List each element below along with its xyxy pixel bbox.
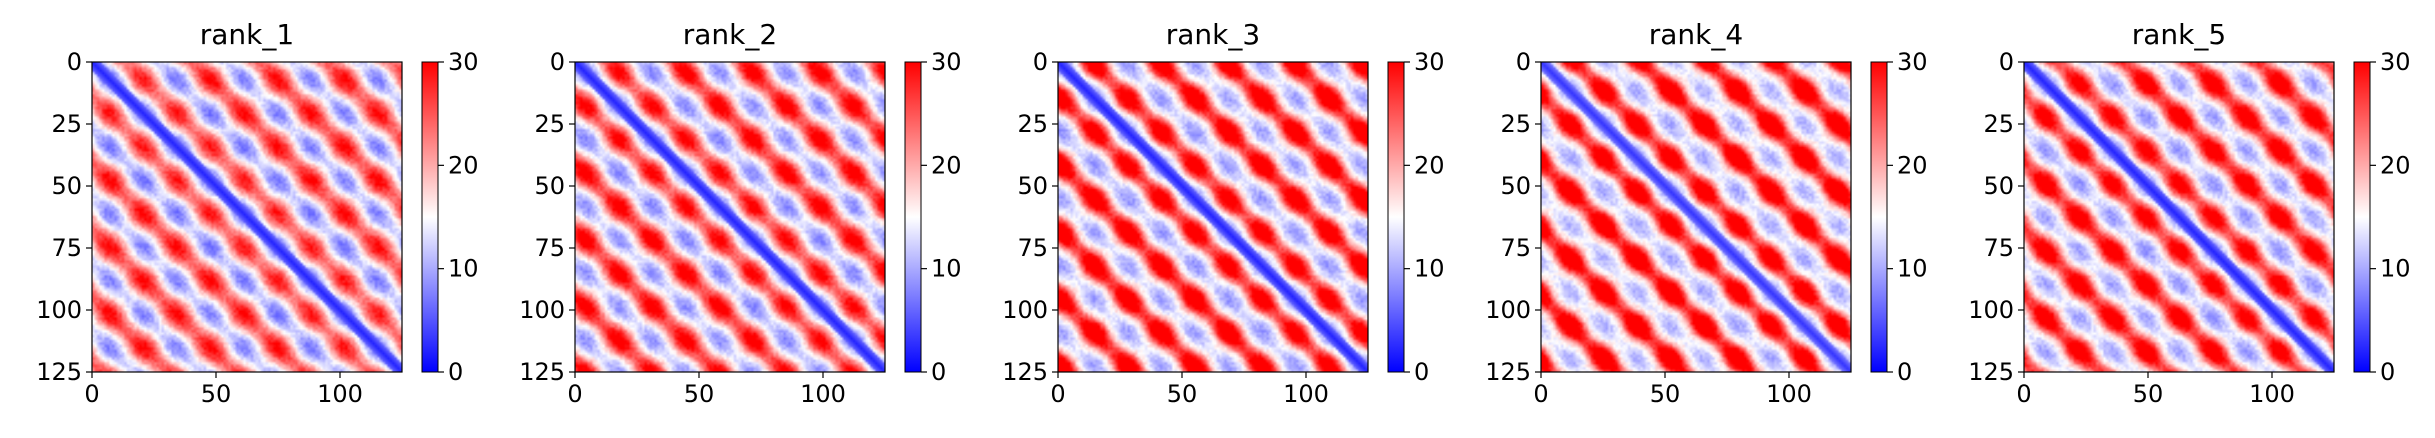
y-tick-label: 75 (1500, 234, 1531, 262)
panel-title: rank_1 (200, 18, 294, 51)
y-tick-label: 0 (1999, 48, 2014, 76)
y-tick-label: 50 (1500, 172, 1531, 200)
colorbar-tick-label: 30 (1897, 48, 1928, 76)
y-tick-label: 50 (51, 172, 82, 200)
axes-frame (1540, 61, 1852, 373)
y-tick-label: 0 (1516, 48, 1531, 76)
x-tick-label: 0 (1533, 380, 1548, 408)
y-tick-label: 25 (1500, 110, 1531, 138)
y-tick-label: 75 (534, 234, 565, 262)
y-tick-label: 0 (1033, 48, 1048, 76)
y-tick-label: 50 (534, 172, 565, 200)
y-tick-label: 100 (519, 296, 565, 324)
y-tick-label: 0 (67, 48, 82, 76)
y-tick-label: 125 (1968, 358, 2014, 386)
panel-title: rank_2 (683, 18, 777, 51)
y-tick-label: 125 (36, 358, 82, 386)
x-tick-label: 50 (2133, 380, 2164, 408)
x-tick-label: 100 (2249, 380, 2295, 408)
colorbar (1387, 61, 1405, 373)
y-tick-label: 125 (1485, 358, 1531, 386)
axes-frame (574, 61, 886, 373)
panel-title: rank_5 (2132, 18, 2226, 51)
colorbar-tick-label: 0 (2380, 358, 2395, 386)
y-tick-label: 100 (1968, 296, 2014, 324)
colorbar-tick-label: 30 (448, 48, 479, 76)
y-tick-label: 75 (51, 234, 82, 262)
colorbar-tick-label: 10 (2380, 255, 2411, 283)
colorbar-tick-label: 20 (931, 151, 962, 179)
x-tick-label: 100 (1766, 380, 1812, 408)
y-tick-label: 25 (1983, 110, 2014, 138)
x-tick-label: 50 (1650, 380, 1681, 408)
colorbar-tick-label: 30 (931, 48, 962, 76)
colorbar-tick-label: 10 (1897, 255, 1928, 283)
y-tick-label: 25 (534, 110, 565, 138)
x-tick-label: 100 (317, 380, 363, 408)
x-tick-label: 0 (567, 380, 582, 408)
colorbar-tick-label: 10 (931, 255, 962, 283)
panel-title: rank_4 (1649, 18, 1743, 51)
y-tick-label: 75 (1983, 234, 2014, 262)
y-tick-label: 25 (51, 110, 82, 138)
y-tick-label: 100 (1002, 296, 1048, 324)
x-tick-label: 0 (1050, 380, 1065, 408)
colorbar (904, 61, 922, 373)
x-tick-label: 100 (1283, 380, 1329, 408)
colorbar (421, 61, 439, 373)
heatmap-image (1541, 62, 1851, 372)
heatmap-image (1058, 62, 1368, 372)
x-tick-label: 0 (2016, 380, 2031, 408)
x-tick-label: 100 (800, 380, 846, 408)
colorbar (2353, 61, 2371, 373)
colorbar-tick-label: 20 (448, 151, 479, 179)
colorbar (1870, 61, 1888, 373)
colorbar-tick-label: 0 (931, 358, 946, 386)
y-tick-label: 125 (519, 358, 565, 386)
colorbar-tick-label: 10 (448, 255, 479, 283)
x-tick-label: 50 (201, 380, 232, 408)
x-tick-label: 50 (1167, 380, 1198, 408)
heatmap-image (92, 62, 402, 372)
colorbar-tick-label: 20 (2380, 151, 2411, 179)
colorbar-tick-label: 0 (1414, 358, 1429, 386)
axes-frame (1057, 61, 1369, 373)
panel-title: rank_3 (1166, 18, 1260, 51)
axes-frame (2023, 61, 2335, 373)
y-tick-label: 50 (1983, 172, 2014, 200)
colorbar-tick-label: 30 (2380, 48, 2411, 76)
colorbar-tick-label: 10 (1414, 255, 1445, 283)
x-tick-label: 50 (684, 380, 715, 408)
y-tick-label: 75 (1017, 234, 1048, 262)
colorbar-tick-label: 20 (1414, 151, 1445, 179)
y-tick-label: 0 (550, 48, 565, 76)
y-tick-label: 100 (36, 296, 82, 324)
colorbar-tick-label: 0 (1897, 358, 1912, 386)
axes-frame (91, 61, 403, 373)
heatmap-image (575, 62, 885, 372)
y-tick-label: 50 (1017, 172, 1048, 200)
y-tick-label: 100 (1485, 296, 1531, 324)
colorbar-tick-label: 0 (448, 358, 463, 386)
colorbar-tick-label: 30 (1414, 48, 1445, 76)
y-tick-label: 125 (1002, 358, 1048, 386)
y-tick-label: 25 (1017, 110, 1048, 138)
heatmap-image (2024, 62, 2334, 372)
x-tick-label: 0 (84, 380, 99, 408)
colorbar-tick-label: 20 (1897, 151, 1928, 179)
